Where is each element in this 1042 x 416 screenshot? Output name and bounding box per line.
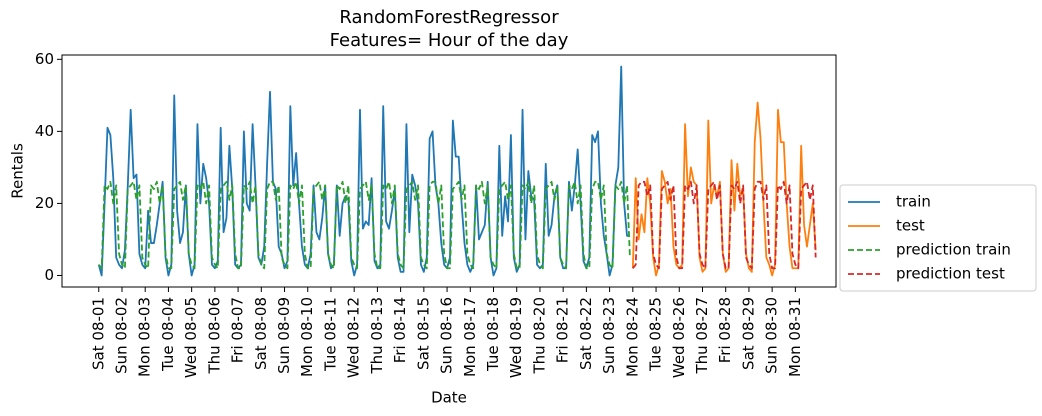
y-tick-label: 0 bbox=[44, 266, 54, 284]
x-tick-label: Wed 08-26 bbox=[670, 297, 688, 378]
legend-label: prediction test bbox=[896, 265, 1005, 283]
x-tick-label: Tue 08-18 bbox=[484, 297, 502, 372]
y-tick-label: 40 bbox=[35, 122, 54, 140]
x-tick-label: Sat 08-22 bbox=[577, 297, 595, 370]
x-tick-label: Mon 08-03 bbox=[136, 297, 154, 377]
legend-box bbox=[839, 184, 1037, 292]
y-tick-label: 20 bbox=[35, 194, 54, 212]
x-tick-label: Fri 08-07 bbox=[229, 297, 247, 363]
plot-frame bbox=[61, 54, 837, 288]
x-tick-label: Mon 08-10 bbox=[298, 297, 316, 377]
chart-title: RandomForestRegressor bbox=[339, 7, 559, 28]
x-tick-label: Tue 08-11 bbox=[321, 297, 339, 372]
x-tick-label: Sun 08-16 bbox=[438, 297, 456, 374]
x-tick-label: Mon 08-24 bbox=[623, 297, 641, 377]
line-series bbox=[98, 180, 631, 270]
legend-label: prediction train bbox=[896, 241, 1011, 259]
x-tick-label: Tue 08-25 bbox=[647, 297, 665, 372]
x-axis-label: Date bbox=[431, 389, 467, 407]
x-tick-label: Wed 08-05 bbox=[182, 297, 200, 378]
x-tick-label: Mon 08-17 bbox=[461, 297, 479, 377]
x-tick-label: Fri 08-14 bbox=[391, 297, 409, 363]
x-tick-label: Tue 08-04 bbox=[159, 297, 177, 372]
x-tick-label: Thu 08-13 bbox=[368, 297, 386, 375]
x-tick-label: Sun 08-09 bbox=[275, 297, 293, 374]
x-tick-label: Fri 08-21 bbox=[554, 297, 572, 363]
x-tick-label: Sun 08-30 bbox=[763, 297, 781, 374]
y-tick-label: 60 bbox=[35, 50, 54, 68]
x-tick-label: Sat 08-29 bbox=[739, 297, 757, 370]
chart-title: Features= Hour of the day bbox=[330, 30, 569, 51]
y-axis-label: Rentals bbox=[9, 143, 27, 199]
x-tick-label: Sat 08-01 bbox=[89, 297, 107, 370]
x-tick-label: Sat 08-15 bbox=[414, 297, 432, 370]
x-tick-label: Thu 08-27 bbox=[693, 297, 711, 375]
legend-label: test bbox=[896, 217, 925, 235]
x-tick-label: Wed 08-12 bbox=[345, 297, 363, 378]
x-tick-label: Mon 08-31 bbox=[786, 297, 804, 377]
x-tick-label: Thu 08-20 bbox=[530, 297, 548, 375]
line-series bbox=[97, 65, 630, 277]
x-tick-label: Sun 08-23 bbox=[600, 297, 618, 374]
x-tick-label: Thu 08-06 bbox=[205, 297, 223, 375]
legend-label: train bbox=[896, 193, 931, 211]
x-tick-label: Sat 08-08 bbox=[252, 297, 270, 370]
x-tick-label: Wed 08-19 bbox=[507, 297, 525, 378]
x-tick-label: Sun 08-02 bbox=[112, 297, 130, 374]
x-tick-label: Fri 08-28 bbox=[716, 297, 734, 363]
line-series bbox=[632, 180, 817, 270]
